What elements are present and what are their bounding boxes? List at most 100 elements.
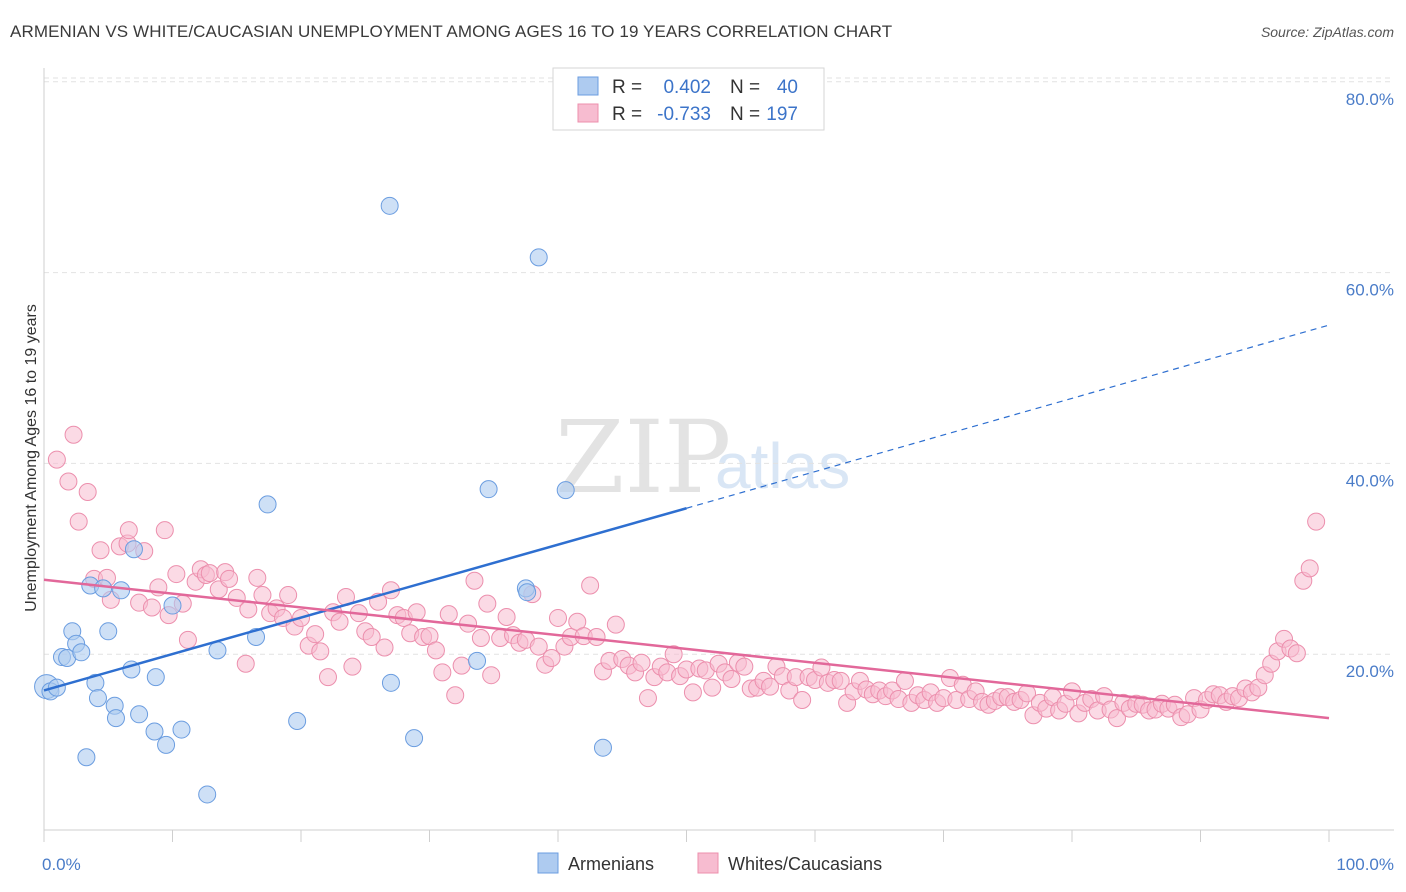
armenians-point <box>146 668 165 687</box>
whites-point <box>236 654 255 673</box>
armenians-point <box>405 729 424 748</box>
trend-lines <box>43 324 1330 720</box>
x-tick-label-max: 100.0% <box>1336 855 1394 874</box>
whites-point <box>452 656 471 675</box>
whites-point <box>47 450 66 469</box>
y-tick-label: 20.0% <box>1346 662 1394 681</box>
legend-r-label-whites: R = <box>612 104 642 125</box>
armenians-point <box>172 720 191 739</box>
legend-swatch-whites <box>577 103 599 123</box>
armenians-point <box>106 709 125 728</box>
axes <box>43 68 1394 831</box>
whites-point <box>1107 709 1126 728</box>
armenians-point <box>208 641 227 660</box>
armenians-point <box>145 722 164 741</box>
whites-point <box>375 638 394 657</box>
armenians-point <box>479 480 498 499</box>
armenians-point <box>130 705 149 724</box>
armenians-point <box>94 579 113 598</box>
bottom-legend-label-whites: Whites/Caucasians <box>728 854 882 874</box>
whites-point <box>220 569 239 588</box>
armenians-point <box>163 596 182 615</box>
armenians-trend-extension <box>686 324 1330 509</box>
whites-point <box>311 642 330 661</box>
armenians-point <box>468 651 487 670</box>
armenians-point <box>157 735 176 754</box>
whites-point <box>91 541 110 560</box>
whites-point <box>155 521 174 540</box>
gridlines <box>44 77 1394 655</box>
armenians-point <box>77 748 96 767</box>
armenians-series <box>34 196 612 804</box>
whites-point <box>632 653 651 672</box>
bottom-legend-swatch-whites <box>697 852 719 874</box>
whites-point <box>606 615 625 634</box>
whites-point <box>683 683 702 702</box>
legend-n-value-armenians: 40 <box>777 77 798 98</box>
whites-point <box>200 564 219 583</box>
whites-point <box>78 483 97 502</box>
whites-point <box>497 607 516 626</box>
whites-point <box>253 586 272 605</box>
armenians-point <box>529 248 548 267</box>
whites-point <box>1307 512 1326 531</box>
whites-point <box>64 425 83 444</box>
armenians-point <box>72 643 91 662</box>
whites-point <box>433 663 452 682</box>
whites-point <box>703 678 722 697</box>
armenians-trend-line <box>43 507 687 692</box>
y-tick-labels: 20.0% 40.0% 60.0% 80.0% <box>1346 90 1394 681</box>
armenians-point <box>112 581 131 600</box>
whites-point <box>722 670 741 689</box>
whites-point <box>471 628 490 647</box>
whites-point <box>178 630 197 649</box>
x-ticks <box>43 830 1330 842</box>
armenians-point <box>518 583 537 602</box>
whites-point <box>465 571 484 590</box>
bottom-legend-label-armenians: Armenians <box>568 854 654 874</box>
legend-r-value-whites: -0.733 <box>657 104 711 125</box>
y-tick-label: 40.0% <box>1346 471 1394 490</box>
whites-point <box>318 668 337 687</box>
whites-point <box>69 512 88 531</box>
armenians-point <box>99 622 118 641</box>
whites-point <box>59 472 78 491</box>
whites-point <box>542 649 561 668</box>
armenians-point <box>198 785 217 804</box>
whites-point <box>895 671 914 690</box>
whites-point <box>142 598 161 617</box>
watermark-zip: ZIP <box>555 399 731 516</box>
whites-point <box>581 576 600 595</box>
whites-point <box>793 690 812 709</box>
whites-point <box>446 686 465 705</box>
armenians-point <box>556 481 575 500</box>
legend-n-label-armenians: N = <box>730 77 760 98</box>
legend-r-label-armenians: R = <box>612 77 642 98</box>
whites-point <box>761 677 780 696</box>
whites-trend-line <box>43 578 1330 720</box>
armenians-point <box>380 196 399 215</box>
whites-point <box>362 628 381 647</box>
whites-point <box>587 628 606 647</box>
armenians-point <box>88 689 107 708</box>
whites-point <box>664 645 683 664</box>
legend-n-value-whites: 197 <box>766 104 798 125</box>
whites-point <box>1287 644 1306 663</box>
whites-point <box>279 586 298 605</box>
whites-point <box>119 521 138 540</box>
watermark-atlas: atlas <box>715 430 850 502</box>
whites-point <box>343 657 362 676</box>
whites-point <box>439 605 458 624</box>
series-legend: Armenians Whites/Caucasians <box>537 852 882 874</box>
bottom-legend-swatch-armenians <box>537 852 559 874</box>
whites-point <box>248 568 267 587</box>
armenians-point <box>593 738 612 757</box>
x-tick-label-min: 0.0% <box>42 855 81 874</box>
armenians-point <box>258 495 277 514</box>
legend-r-value-armenians: 0.402 <box>663 77 711 98</box>
whites-point <box>330 612 349 631</box>
armenians-point <box>124 540 143 559</box>
whites-series <box>47 425 1326 728</box>
whites-point <box>831 671 850 690</box>
